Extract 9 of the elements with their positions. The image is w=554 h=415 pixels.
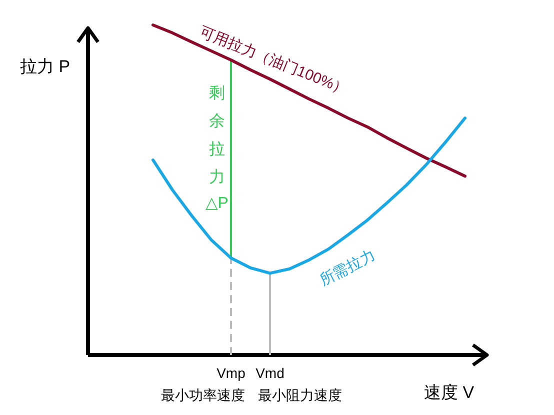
x-tick-label: Vmd (256, 365, 284, 381)
ref-line: 剩余拉力 △P (206, 60, 232, 258)
y-axis-title: 拉力 P (20, 57, 70, 76)
text: 所需拉力 (316, 246, 378, 290)
x-axis-title: 速度 V (424, 383, 475, 402)
text: 最小功率速度 (161, 387, 245, 403)
ref-line-label: 剩余拉力 △P (206, 84, 228, 212)
x-tick-label: Vmp (216, 365, 246, 381)
text: 最小阻力速度 (258, 387, 342, 403)
